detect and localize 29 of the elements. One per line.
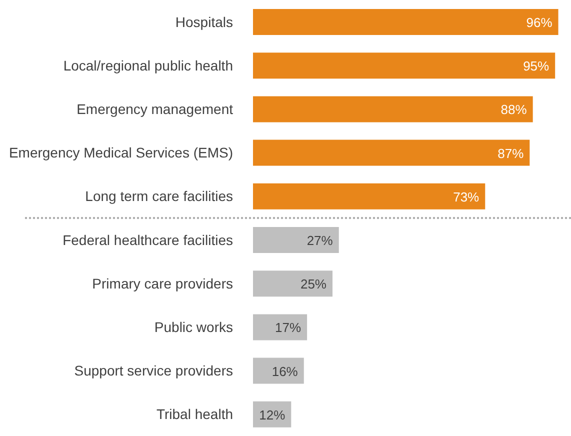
y-tick-label: Emergency Medical Services (EMS) <box>8 144 233 161</box>
bar <box>253 227 339 253</box>
y-tick-label: Emergency management <box>76 100 234 117</box>
bar <box>253 96 533 122</box>
data-label: 16% <box>272 364 298 379</box>
bar <box>253 270 332 297</box>
y-tick-label: Hospitals <box>175 14 233 30</box>
bar <box>253 183 486 210</box>
y-tick-label: Long term care facilities <box>85 188 233 204</box>
data-label: 87% <box>498 146 524 161</box>
y-tick-label: Support service providers <box>74 362 233 379</box>
data-label: 73% <box>453 189 480 204</box>
y-tick-label: Federal healthcare facilities <box>62 232 233 248</box>
data-label: 17% <box>275 320 302 336</box>
data-label: 12% <box>259 407 286 422</box>
data-label: 25% <box>300 276 327 292</box>
y-tick-label: Primary care providers <box>92 275 233 292</box>
bar <box>253 358 304 384</box>
bar <box>253 52 556 79</box>
data-label: 88% <box>500 102 528 118</box>
y-tick-label: Public works <box>154 318 233 335</box>
data-label: 95% <box>523 58 550 74</box>
bar <box>253 9 558 35</box>
data-label: 27% <box>306 233 334 248</box>
bar <box>253 140 530 166</box>
y-tick-label: Tribal health <box>156 406 233 422</box>
data-label: 96% <box>526 15 553 30</box>
bar <box>253 314 308 340</box>
y-tick-label: Local/regional public health <box>63 57 233 74</box>
